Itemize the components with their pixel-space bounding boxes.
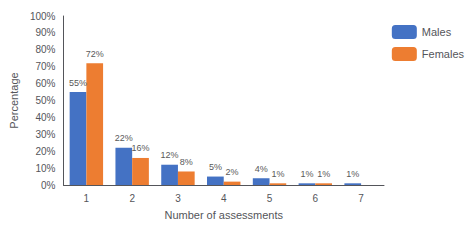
svg-text:16%: 16% <box>132 143 150 153</box>
svg-text:1%: 1% <box>317 169 330 179</box>
svg-text:0%: 0% <box>41 180 56 191</box>
svg-text:Number of assessments: Number of assessments <box>164 209 283 221</box>
svg-text:1: 1 <box>84 193 90 204</box>
svg-text:Percentage: Percentage <box>8 72 20 128</box>
svg-text:Females: Females <box>422 48 465 60</box>
svg-text:3: 3 <box>175 193 181 204</box>
svg-text:90%: 90% <box>35 27 55 38</box>
svg-text:72%: 72% <box>86 49 104 59</box>
svg-text:Males: Males <box>422 26 452 38</box>
svg-text:12%: 12% <box>161 150 179 160</box>
svg-text:40%: 40% <box>35 112 55 123</box>
svg-text:2%: 2% <box>226 167 239 177</box>
svg-text:6: 6 <box>313 193 319 204</box>
svg-text:2: 2 <box>129 193 135 204</box>
svg-text:1%: 1% <box>300 169 313 179</box>
svg-text:22%: 22% <box>115 133 133 143</box>
svg-text:4: 4 <box>221 193 227 204</box>
svg-text:55%: 55% <box>69 78 87 88</box>
svg-text:80%: 80% <box>35 44 55 55</box>
svg-text:10%: 10% <box>35 163 55 174</box>
svg-text:60%: 60% <box>35 78 55 89</box>
svg-text:1%: 1% <box>346 169 359 179</box>
svg-text:70%: 70% <box>35 61 55 72</box>
svg-text:100%: 100% <box>30 11 56 22</box>
svg-text:1%: 1% <box>271 169 284 179</box>
svg-text:4%: 4% <box>255 164 268 174</box>
svg-text:8%: 8% <box>180 157 193 167</box>
svg-text:20%: 20% <box>35 146 55 157</box>
svg-text:5%: 5% <box>209 162 222 172</box>
svg-text:30%: 30% <box>35 129 55 140</box>
svg-text:7: 7 <box>358 193 364 204</box>
svg-text:50%: 50% <box>35 95 55 106</box>
svg-text:5: 5 <box>267 193 273 204</box>
